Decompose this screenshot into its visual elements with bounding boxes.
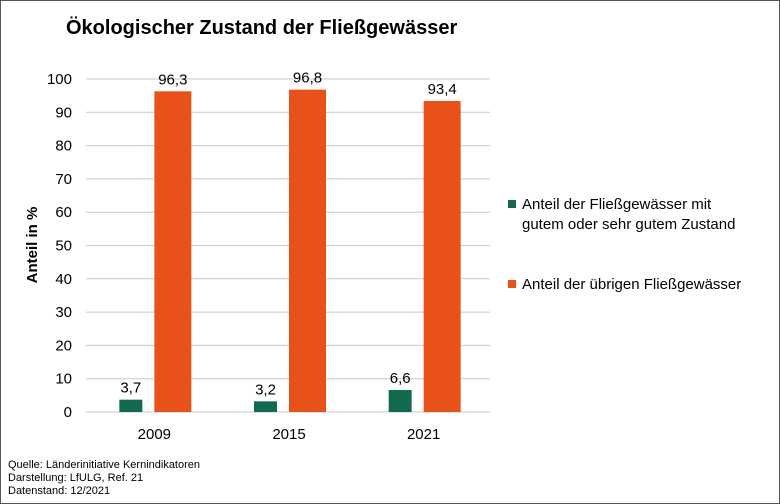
y-tick-label: 10: [55, 371, 72, 388]
data-label: 93,4: [428, 81, 457, 98]
source-line: Quelle: Länderinitiative Kernindikatoren: [8, 459, 201, 471]
bar-other: [289, 89, 326, 412]
data-label: 96,8: [293, 70, 322, 87]
y-tick-label: 90: [55, 104, 72, 121]
bar-good: [119, 399, 143, 412]
source-note: Quelle: Länderinitiative Kernindikatoren…: [8, 459, 200, 498]
legend-label: gutem oder sehr gutem Zustand: [522, 216, 736, 233]
y-tick-label: 40: [55, 271, 72, 288]
legend-swatch-orange: [508, 280, 516, 288]
bar-other: [154, 91, 192, 413]
y-tick-label: 20: [55, 337, 72, 354]
y-tick-label: 70: [55, 171, 72, 188]
legend-item-good: Anteil der Fließgewässer mit gutem oder …: [508, 195, 735, 235]
data-label: 6,6: [390, 370, 411, 387]
y-tick-label: 100: [47, 71, 72, 88]
chart-title: Ökologischer Zustand der Fließgewässer: [66, 17, 458, 39]
data-label: 3,2: [255, 381, 276, 398]
x-tick-label: 2009: [138, 426, 171, 443]
data-label: 96,3: [158, 71, 187, 88]
y-axis-label: Anteil in %: [24, 207, 41, 284]
x-tick-label: 2015: [272, 426, 305, 443]
data-date-line: Datenstand: 12/2021: [8, 485, 111, 497]
credit-line: Darstellung: LfULG, Ref. 21: [8, 472, 144, 484]
y-tick-label: 80: [55, 138, 72, 155]
y-tick-label: 50: [55, 238, 72, 255]
y-tick-label: 30: [55, 304, 72, 321]
bar-good: [254, 401, 277, 412]
bar-good: [388, 390, 412, 412]
x-tick-label: 2021: [407, 426, 440, 443]
legend-item-other: Anteil der übrigen Fließgewässer: [508, 275, 741, 295]
bar-other: [423, 100, 461, 412]
y-tick-label: 0: [64, 404, 72, 421]
y-tick-label: 60: [55, 204, 72, 221]
legend-label: Anteil der Fließgewässer mit: [522, 196, 712, 213]
legend-label: Anteil der übrigen Fließgewässer: [522, 276, 742, 293]
legend-swatch-green: [508, 200, 516, 208]
data-label: 3,7: [120, 380, 141, 397]
